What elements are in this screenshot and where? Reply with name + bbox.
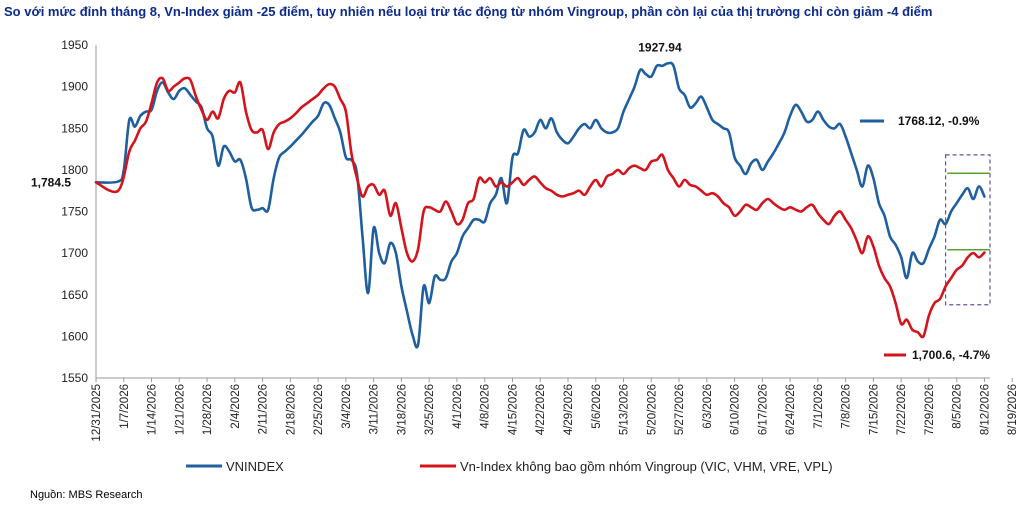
highlight-rect — [944, 154, 991, 306]
x-tick-label: 2/18/2026 — [285, 384, 297, 435]
x-tick-label: 7/1/2026 — [813, 384, 825, 429]
peak-value-label: 1927.94 — [638, 40, 682, 54]
legend-label-ex-vingroup[interactable]: Vn-Index không bao gồm nhóm Vingroup (VI… — [460, 459, 833, 474]
x-tick-label: 6/3/2026 — [702, 384, 714, 429]
y-tick-label: 1650 — [61, 288, 88, 302]
x-tick-label: 5/27/2026 — [674, 384, 686, 435]
source-note: Nguồn: MBS Research — [30, 489, 143, 501]
series-lines — [94, 61, 986, 349]
x-tick-label: 7/8/2026 — [841, 384, 853, 429]
x-tick-label: 1/7/2026 — [119, 384, 131, 429]
x-tick-label: 5/13/2026 — [619, 384, 631, 435]
x-tick-label: 2/4/2026 — [230, 384, 242, 429]
x-tick-label: 1/21/2026 — [174, 384, 186, 435]
vnindex-end-label: 1768.12, -0.9% — [898, 114, 980, 128]
y-tick-label: 1700 — [61, 246, 88, 260]
series-line-ex-vingroup — [94, 76, 986, 339]
x-tick-label: 8/19/2026 — [1007, 384, 1019, 435]
y-tick-label: 1600 — [61, 329, 88, 343]
x-tick-label: 4/15/2026 — [507, 384, 519, 435]
y-tick-label: 1550 — [61, 371, 88, 385]
start-value-label: 1,784.5 — [31, 175, 71, 189]
legend[interactable]: VNINDEX Vn-Index không bao gồm nhóm Vingr… — [186, 459, 833, 474]
x-tick-label: 6/17/2026 — [757, 384, 769, 435]
x-tick-label: 1/14/2026 — [147, 384, 159, 435]
y-tick-label: 1900 — [61, 80, 88, 94]
x-tick-label: 3/11/2026 — [369, 384, 381, 434]
ex-vingroup-end-label: 1,700.6, -4.7% — [912, 348, 990, 362]
x-tick-label: 7/15/2026 — [868, 384, 880, 435]
x-tick-label: 2/25/2026 — [313, 384, 325, 435]
y-tick-label: 1800 — [61, 163, 88, 177]
y-tick-label: 1950 — [61, 38, 88, 52]
x-tick-label: 6/24/2026 — [785, 384, 797, 435]
x-tick-label: 3/25/2026 — [424, 384, 436, 435]
x-tick-label: 7/29/2026 — [924, 384, 936, 435]
x-tick-label: 8/12/2026 — [979, 384, 991, 435]
x-tick-label: 5/20/2026 — [646, 384, 658, 435]
x-tick-label: 4/8/2026 — [480, 384, 492, 429]
x-tick-label: 2/11/2026 — [258, 384, 270, 434]
y-tick-label: 1850 — [61, 121, 88, 135]
x-axis: 12/31/2025 1/7/2026 1/14/2026 1/21/2026 1/28… — [91, 377, 1019, 442]
x-tick-label: 6/10/2026 — [730, 384, 742, 435]
legend-label-vnindex[interactable]: VNINDEX — [226, 459, 284, 474]
x-tick-label: 3/4/2026 — [341, 384, 353, 429]
y-axis: 1550 1600 1650 1700 1750 1800 1850 1900 1950 — [61, 38, 97, 385]
x-tick-label: 4/22/2026 — [535, 384, 547, 435]
x-tick-label: 12/31/2025 — [91, 384, 103, 442]
chart-title: So với mức đỉnh tháng 8, Vn-Index giảm -… — [4, 4, 933, 19]
x-tick-label: 4/1/2026 — [452, 384, 464, 429]
x-tick-label: 1/28/2026 — [202, 384, 214, 435]
x-tick-label: 4/29/2026 — [563, 384, 575, 435]
x-tick-label: 3/18/2026 — [396, 384, 408, 435]
x-tick-label: 5/6/2026 — [591, 384, 603, 429]
series-line-vnindex — [94, 61, 986, 349]
annotations: 1,784.5 1927.94 1768.12, -0.9% 1,700.6, -4.… — [31, 40, 990, 362]
highlight-box — [944, 154, 991, 306]
y-tick-label: 1750 — [61, 205, 88, 219]
x-tick-label: 7/22/2026 — [896, 384, 908, 435]
x-tick-label: 8/5/2026 — [952, 384, 964, 429]
